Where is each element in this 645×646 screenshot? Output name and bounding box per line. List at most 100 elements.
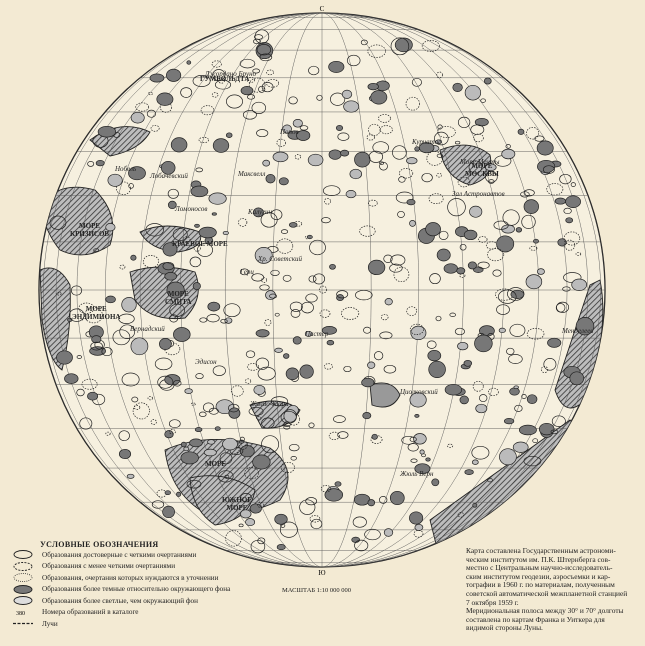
crater: [426, 340, 437, 349]
crater: [492, 269, 502, 277]
crater: [521, 394, 527, 399]
crater: [190, 402, 196, 406]
label-line: Попов: [280, 128, 299, 136]
label-vernadsky: Вернадский: [130, 325, 165, 333]
crater: [157, 375, 174, 389]
label-yuzhnoe: ЮЖНОЕ МОРЕ: [222, 496, 252, 512]
label-edison: Эдисон: [195, 358, 217, 366]
crater: [380, 313, 389, 321]
crater: [276, 238, 294, 254]
crater: [256, 416, 262, 421]
crater: [87, 391, 99, 401]
crater: [95, 159, 105, 167]
crater: [90, 341, 103, 351]
crater: [368, 150, 384, 163]
label-line: МОРЕ: [226, 504, 248, 512]
legend-item: Лучи: [10, 618, 310, 630]
crater: [438, 230, 449, 240]
crater: [309, 239, 326, 256]
crater: [425, 457, 431, 462]
crater: [523, 199, 539, 214]
crater: [78, 302, 95, 314]
crater: [262, 159, 271, 167]
crater: [378, 114, 391, 123]
crater: [425, 222, 441, 237]
crater: [464, 84, 482, 101]
legend-item: Образования более темные относительно ок…: [10, 584, 310, 596]
crater: [162, 242, 178, 257]
crater: [392, 145, 407, 160]
crater: [532, 438, 539, 444]
crater: [105, 223, 116, 232]
crater: [255, 357, 270, 370]
crater: [248, 77, 266, 93]
crater: [337, 431, 349, 439]
crater: [261, 417, 275, 429]
crater: [345, 190, 357, 199]
crater: [207, 439, 216, 445]
crater: [193, 244, 201, 252]
catalog-number-sample: 380: [16, 611, 25, 617]
crater: [222, 230, 229, 236]
crater: [162, 505, 175, 519]
crater: [257, 502, 265, 508]
crater: [512, 441, 529, 453]
crater: [326, 340, 335, 346]
crater: [463, 229, 478, 241]
label-crisium: МОРЕ КРИЗИСОВ: [70, 222, 109, 238]
crater: [501, 148, 516, 160]
crater: [239, 445, 255, 458]
crater: [156, 92, 174, 106]
crater: [562, 286, 571, 292]
crater: [290, 456, 297, 461]
crater: [296, 130, 311, 141]
crater: [428, 360, 446, 378]
label-line: Жолио-Кюри: [250, 400, 289, 408]
crater: [269, 293, 278, 299]
crater: [266, 69, 274, 76]
crater: [383, 528, 394, 537]
credits-line: советской автоматической межпланетной ст…: [466, 588, 628, 598]
crater: [454, 140, 461, 145]
crater: [371, 433, 378, 440]
credits-line: Карта составлена Государственным астроно…: [466, 546, 616, 555]
crater: [546, 183, 564, 196]
catalog-number-symbol: 380: [16, 611, 25, 617]
crater: [190, 185, 209, 198]
crater: [324, 488, 344, 502]
crater: [409, 392, 427, 408]
crater: [322, 185, 341, 197]
crater: [239, 436, 245, 442]
crater: [367, 259, 386, 276]
credits-line: 7 октября 1959 г.: [466, 597, 519, 607]
crater: [479, 394, 488, 403]
label-sovetsky: Хр. Советский: [258, 255, 302, 263]
label-line: Эдисон: [195, 358, 217, 366]
crater: [146, 109, 156, 118]
legend-item: Образования достоверные с четкими очерта…: [10, 549, 310, 561]
crater: [282, 274, 292, 282]
crater: [517, 128, 525, 135]
crater: [240, 509, 252, 519]
crater: [409, 436, 417, 443]
legend-item-text: Лучи: [42, 619, 58, 628]
label-line: ЮЖНОЕ: [222, 496, 252, 504]
crater: [308, 275, 317, 283]
crater: [292, 336, 302, 345]
crater: [164, 342, 181, 356]
crater: [475, 403, 488, 414]
crater: [135, 102, 150, 112]
crater: [226, 94, 243, 109]
crater: [180, 441, 187, 448]
crater: [132, 402, 150, 420]
crater: [228, 403, 240, 413]
crater: [266, 79, 280, 88]
crater: [245, 350, 256, 358]
crater: [452, 82, 463, 92]
crater: [520, 191, 530, 198]
crater: [304, 330, 313, 337]
crater: [341, 307, 360, 320]
label-line: СМИТА: [165, 298, 192, 306]
crater: [257, 366, 276, 381]
crater: [498, 327, 506, 334]
